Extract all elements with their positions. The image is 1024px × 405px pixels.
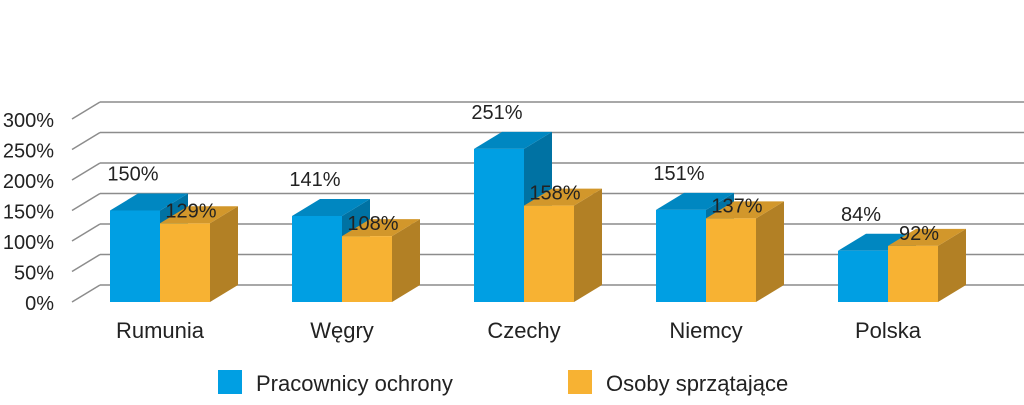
bar-pracownicy-ochrony-rumunia xyxy=(110,210,160,302)
category-label-wegry: Węgry xyxy=(310,318,374,343)
data-label-osoby-sprzatajace-rumunia: 129% xyxy=(165,200,216,222)
gridline-diagonal xyxy=(71,101,101,120)
legend-swatch-osoby-sprzatajace xyxy=(568,370,592,394)
bar-top-pracownicy-ochrony-niemcy xyxy=(656,192,734,210)
legend-label-pracownicy-ochrony: Pracownicy ochrony xyxy=(256,371,453,396)
x-axis-category-labels: Rumunia Węgry Czechy Niemcy Polska xyxy=(116,318,922,343)
y-tick-label: 0% xyxy=(25,293,54,315)
bar-top-pracownicy-ochrony-polska xyxy=(838,233,916,251)
bar-pracownicy-ochrony-wegry xyxy=(292,215,342,302)
gridline-diagonal xyxy=(71,284,101,303)
bar-osoby-sprzatajace-niemcy xyxy=(706,218,756,302)
y-tick-label: 200% xyxy=(3,171,54,193)
data-label-pracownicy-ochrony-wegry: 141% xyxy=(289,169,340,191)
bar-pracownicy-ochrony-polska xyxy=(838,250,888,302)
bar-top-osoby-sprzatajace-czechy xyxy=(524,188,602,206)
data-label-pracownicy-ochrony-niemcy: 151% xyxy=(653,163,704,185)
bar-top-osoby-sprzatajace-polska xyxy=(888,228,966,246)
category-label-polska: Polska xyxy=(855,318,922,343)
bar-top-pracownicy-ochrony-wegry xyxy=(292,198,370,216)
bar-osoby-sprzatajace-wegry xyxy=(342,236,392,302)
bar-osoby-sprzatajace-rumunia xyxy=(160,223,210,302)
legend-swatch-pracownicy-ochrony xyxy=(218,370,242,394)
data-label-pracownicy-ochrony-polska: 84% xyxy=(841,204,881,226)
data-label-osoby-sprzatajace-niemcy: 137% xyxy=(711,195,762,217)
bars xyxy=(110,131,966,302)
y-tick-label: 250% xyxy=(3,141,54,163)
bar-osoby-sprzatajace-polska xyxy=(888,245,938,302)
category-label-rumunia: Rumunia xyxy=(116,318,205,343)
gridline-diagonal xyxy=(71,131,101,151)
bar-pracownicy-ochrony-niemcy xyxy=(656,209,706,302)
bar-side-osoby-sprzatajace-czechy xyxy=(574,188,602,302)
data-label-osoby-sprzatajace-czechy: 158% xyxy=(529,183,580,205)
legend-label-osoby-sprzatajace: Osoby sprzątające xyxy=(606,371,788,396)
bar-side-osoby-sprzatajace-niemcy xyxy=(756,201,784,302)
bar-side-osoby-sprzatajace-wegry xyxy=(392,219,420,302)
gridline-diagonal xyxy=(71,162,101,181)
bar-top-osoby-sprzatajace-niemcy xyxy=(706,201,784,219)
data-labels: 150% 129% 141% 108% 251% 158% 151% 137% 84% 92% xyxy=(107,102,939,245)
gridline-diagonal xyxy=(71,253,101,273)
category-label-czechy: Czechy xyxy=(487,318,560,343)
data-label-pracownicy-ochrony-czechy: 251% xyxy=(471,102,522,124)
data-label-pracownicy-ochrony-rumunia: 150% xyxy=(107,164,158,186)
y-axis-tick-labels: 0% 50% 100% 150% 200% 250% 300% xyxy=(3,110,54,315)
legend: Pracownicy ochrony Osoby sprzątające xyxy=(218,370,788,396)
bar-top-osoby-sprzatajace-wegry xyxy=(342,219,420,237)
y-tick-label: 100% xyxy=(3,232,54,254)
bar-pracownicy-ochrony-czechy xyxy=(474,148,524,302)
y-tick-label: 150% xyxy=(3,202,54,224)
data-label-osoby-sprzatajace-wegry: 108% xyxy=(347,213,398,235)
bar-side-osoby-sprzatajace-rumunia xyxy=(210,206,238,302)
bar-top-osoby-sprzatajace-rumunia xyxy=(160,206,238,224)
gridline-diagonal xyxy=(71,223,101,242)
data-label-osoby-sprzatajace-polska: 92% xyxy=(899,223,939,245)
bar-osoby-sprzatajace-czechy xyxy=(524,205,574,302)
y-tick-label: 50% xyxy=(14,263,54,285)
bar-side-osoby-sprzatajace-polska xyxy=(938,228,966,302)
bar-top-pracownicy-ochrony-rumunia xyxy=(110,193,188,211)
y-tick-label: 300% xyxy=(3,110,54,132)
category-label-niemcy: Niemcy xyxy=(669,318,742,343)
bar-top-pracownicy-ochrony-czechy xyxy=(474,131,552,149)
gridline-diagonal xyxy=(71,192,101,212)
